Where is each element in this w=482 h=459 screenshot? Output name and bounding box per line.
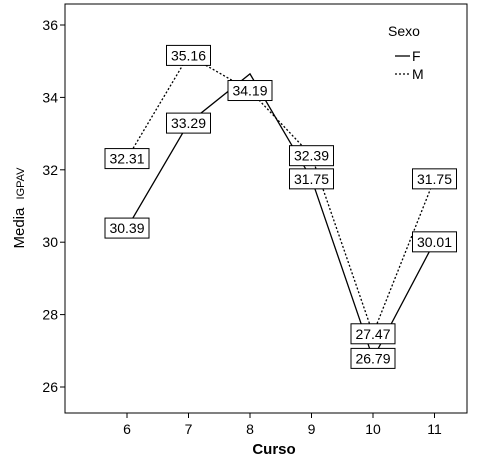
data-label-text: 33.29	[171, 115, 206, 131]
x-tick-label: 6	[123, 421, 131, 437]
x-tick-label: 9	[308, 421, 316, 437]
y-axis-title-sub: IGPAV	[15, 167, 27, 200]
data-label-box	[350, 347, 396, 369]
data-label: 33.29	[166, 112, 211, 134]
data-label: 34.19	[227, 80, 273, 102]
data-label-box	[289, 145, 334, 167]
data-label-text: 30.39	[109, 220, 144, 236]
plot-frame	[64, 3, 468, 414]
data-label-text: 34.19	[232, 83, 267, 99]
x-tick-label: 8	[246, 421, 254, 437]
y-axis-title: Media IGPAV	[11, 167, 28, 249]
data-label: 35.16	[166, 44, 211, 66]
data-label-text: 31.75	[294, 171, 329, 187]
data-label: 27.47	[350, 323, 396, 345]
x-tick-label: 10	[365, 421, 381, 437]
y-tick-label: 36	[42, 17, 58, 33]
x-tick-label: 7	[185, 421, 193, 437]
data-label-text: 26.79	[355, 350, 390, 366]
data-label-box	[104, 148, 150, 170]
y-tick-label: 28	[42, 307, 58, 323]
data-label: 30.39	[104, 217, 150, 239]
legend-title: Sexo	[388, 23, 420, 39]
y-tick-label: 32	[42, 162, 58, 178]
x-axis-title: Curso	[252, 441, 295, 458]
y-axis-title-main: Media	[11, 207, 28, 249]
data-label-box	[289, 168, 334, 190]
data-label: 31.75	[412, 168, 457, 190]
data-label-text: 27.47	[355, 326, 390, 342]
data-label-box	[166, 112, 211, 134]
y-tick-label: 26	[42, 379, 58, 395]
data-label: 26.79	[350, 347, 396, 369]
y-tick-label: 34	[42, 89, 58, 105]
data-label-text: 32.39	[294, 148, 329, 164]
data-label-text: 35.16	[171, 47, 206, 63]
legend-label-f: F	[412, 48, 421, 64]
data-label: 30.01	[412, 231, 457, 253]
data-label: 32.39	[289, 145, 334, 167]
svg-text:Media IGPAV: Media IGPAV	[11, 167, 28, 249]
data-label-text: 31.75	[417, 171, 452, 187]
data-labels: 30.39 33.29 31.75 26.79 30.01 32.31 35.16 34.19…	[104, 44, 457, 369]
x-tick-label: 11	[427, 421, 442, 437]
legend: Sexo F M	[388, 23, 424, 82]
data-label-text: 30.01	[417, 234, 452, 250]
series-lines	[126, 54, 436, 361]
legend-label-m: M	[412, 66, 424, 82]
data-label-text: 32.31	[109, 151, 144, 167]
data-label-box	[412, 168, 457, 190]
series-line-m	[126, 54, 436, 336]
data-label-box	[350, 323, 396, 345]
data-label: 31.75	[289, 168, 334, 190]
data-label-box	[166, 44, 211, 66]
data-label-box	[104, 217, 150, 239]
y-tick-label: 30	[42, 234, 58, 250]
data-label-box	[227, 80, 273, 102]
data-label-box	[412, 231, 457, 253]
axes: 26 28 30 32 34 36 6 7 8 9 10 11	[42, 3, 468, 437]
data-label: 32.31	[104, 148, 150, 170]
